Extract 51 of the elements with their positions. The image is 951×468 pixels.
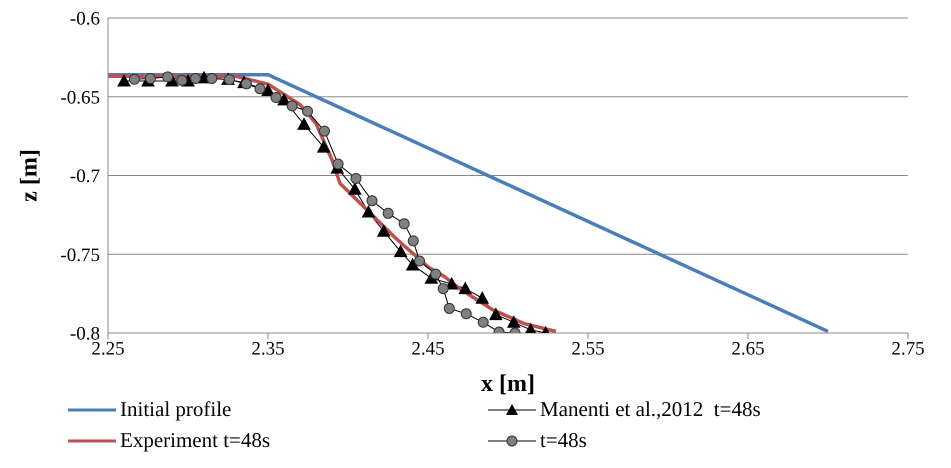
point	[286, 100, 298, 112]
x-tick-label: 2.55	[571, 338, 605, 360]
point	[377, 224, 390, 237]
point	[489, 308, 502, 320]
point	[318, 126, 330, 137]
legend-label: Initial profile	[120, 397, 232, 422]
point	[298, 118, 310, 130]
point	[408, 235, 419, 246]
legend-label: Manenti et al.,2012 t=48s	[540, 397, 761, 422]
point	[366, 195, 378, 206]
x-axis-title: x [m]	[481, 371, 535, 397]
point	[348, 182, 362, 195]
legend-label: Experiment t=48s	[120, 428, 270, 453]
y-axis-title: z [m]	[16, 149, 43, 202]
point	[460, 308, 472, 320]
x-tick-label: 2.65	[731, 338, 765, 360]
point	[317, 140, 330, 153]
point	[128, 74, 140, 85]
x-tick-label: 2.75	[891, 338, 925, 360]
y-tick-label: -0.6	[70, 8, 100, 30]
x-tick-label: 2.45	[411, 338, 445, 360]
y-tick-label: -0.7	[70, 166, 100, 188]
legend-label: t=48s	[540, 428, 587, 453]
point	[444, 302, 455, 314]
point	[144, 72, 156, 84]
point	[476, 292, 489, 304]
point	[254, 83, 266, 94]
point	[332, 158, 344, 170]
y-tick-label: -0.65	[60, 87, 100, 108]
point	[394, 245, 408, 258]
point	[362, 206, 375, 218]
point	[458, 282, 472, 294]
point	[414, 256, 426, 267]
point	[240, 78, 252, 90]
point	[176, 74, 188, 86]
point	[438, 283, 449, 294]
point	[350, 172, 362, 184]
point	[302, 106, 314, 117]
point	[206, 72, 218, 84]
point	[398, 218, 410, 230]
point	[270, 92, 282, 104]
point	[430, 268, 442, 280]
point	[162, 71, 174, 82]
point	[118, 74, 130, 86]
point	[190, 72, 202, 84]
point	[507, 316, 520, 328]
point	[382, 208, 394, 219]
y-tick-label: -0.75	[60, 244, 100, 266]
point	[478, 316, 489, 328]
x-tick-label: 2.35	[251, 338, 285, 360]
point	[406, 258, 420, 270]
